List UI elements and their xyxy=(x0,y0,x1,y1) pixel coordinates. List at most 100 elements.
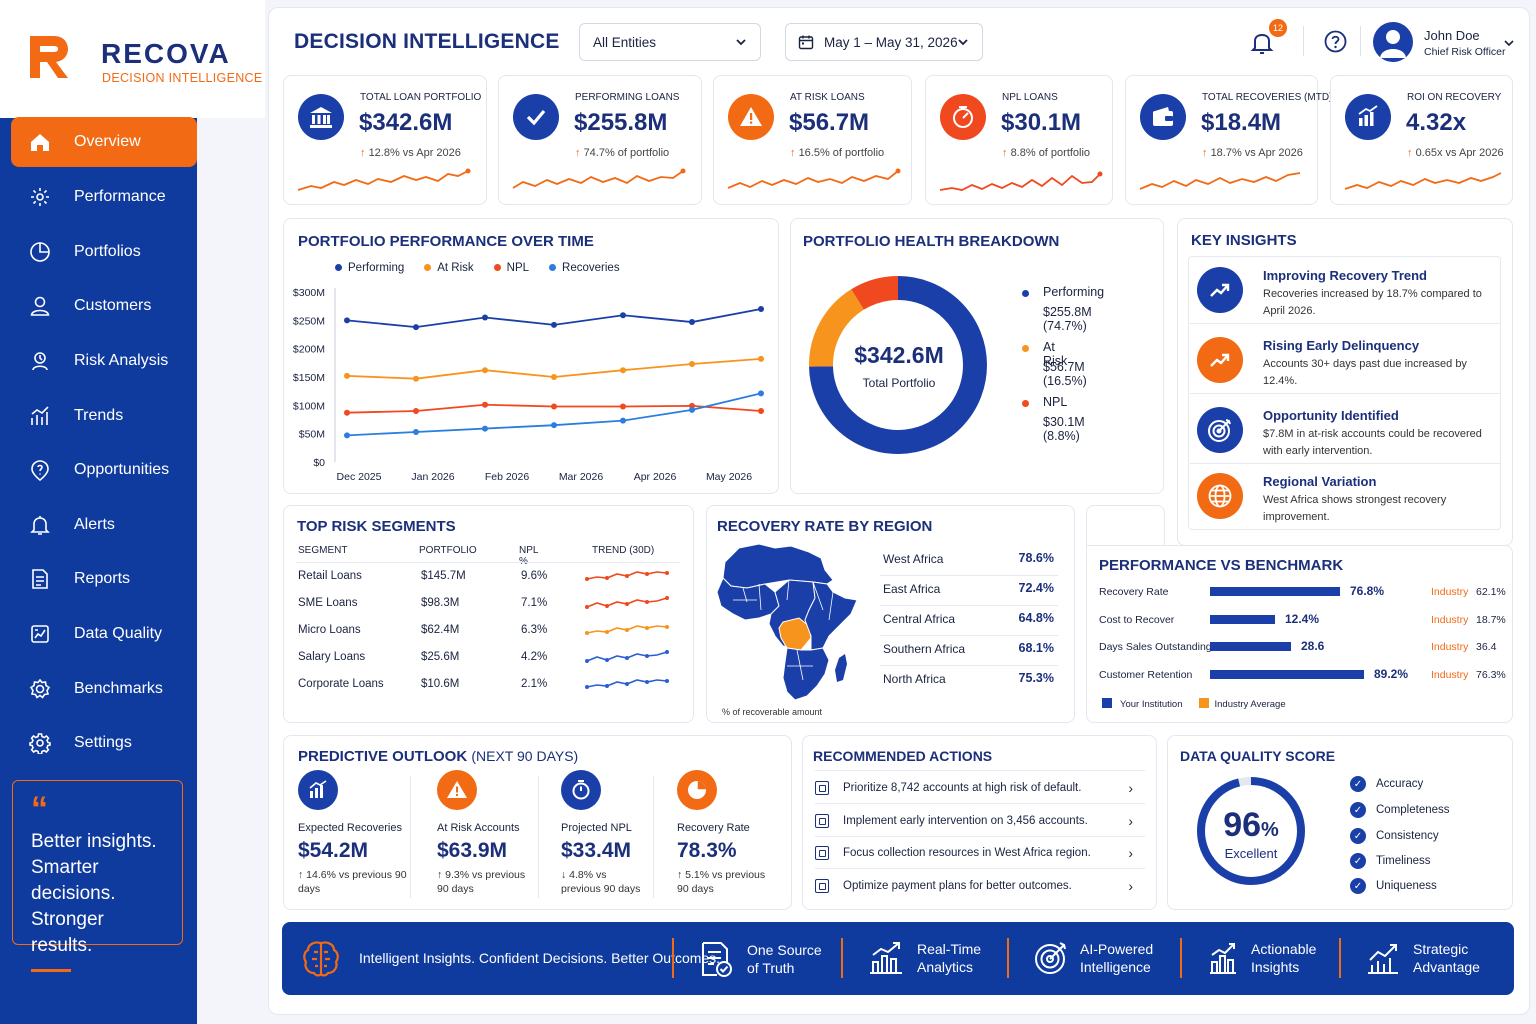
sidebar-item-benchmarks[interactable]: Benchmarks xyxy=(0,661,197,716)
region-row[interactable]: Central Africa 64.8% xyxy=(880,610,1058,636)
benchmark-value: 12.4% xyxy=(1285,611,1320,626)
predictive-label: Expected Recoveries xyxy=(298,822,402,834)
sidebar-item-settings[interactable]: Settings xyxy=(0,716,197,771)
region-row[interactable]: West Africa 78.6% xyxy=(880,550,1058,576)
action-item[interactable]: Optimize payment plans for better outcom… xyxy=(815,870,1145,902)
table-row[interactable]: Salary Loans $25.6M 4.2% xyxy=(298,650,678,671)
entity-select[interactable]: All Entities xyxy=(579,23,761,61)
notifications-button[interactable]: 12 xyxy=(1250,19,1287,55)
chevron-down-icon[interactable] xyxy=(1503,37,1515,49)
up-arrow-icon: ↑ xyxy=(575,147,581,159)
action-item[interactable]: Focus collection resources in West Afric… xyxy=(815,837,1145,869)
ai-target-icon xyxy=(1035,942,1066,974)
avatar[interactable] xyxy=(1373,22,1413,62)
divider xyxy=(1360,26,1361,56)
feature-line: One Source xyxy=(747,942,822,958)
warning-icon xyxy=(728,94,774,140)
up-arrow-icon: ↑ xyxy=(1002,147,1008,159)
chevron-right-icon: › xyxy=(1128,878,1133,894)
legend-label: At Risk xyxy=(437,262,474,274)
quality-score-unit: % xyxy=(1261,819,1279,841)
page-title: DECISION INTELLIGENCE xyxy=(294,30,560,53)
kpi-card-total-loan-portfolio[interactable]: TOTAL LOAN PORTFOLIO $342.6M ↑ 12.8% vs … xyxy=(283,75,487,205)
gauge-icon xyxy=(940,94,986,140)
table-row[interactable]: Corporate Loans $10.6M 2.1% xyxy=(298,678,678,698)
region-value: 64.8% xyxy=(1018,611,1054,625)
data-point xyxy=(551,403,557,410)
kpi-sparkline xyxy=(939,171,1103,191)
top-risk-segments-card xyxy=(283,505,694,723)
sidebar-item-portfolios[interactable]: Portfolios xyxy=(0,225,197,280)
date-range-select[interactable]: May 1 – May 31, 2026 xyxy=(785,23,983,61)
predictive-change: ↓ 4.8% vs previous 90 days xyxy=(561,869,641,895)
sidebar-item-data-quality[interactable]: Data Quality xyxy=(0,607,197,662)
trend-sparkline xyxy=(585,650,669,663)
brain-icon xyxy=(303,941,339,977)
segment-portfolio: $62.4M xyxy=(421,624,460,636)
region-row[interactable]: North Africa 75.3% xyxy=(880,670,1058,696)
report-icon xyxy=(28,567,52,591)
footer-feature: Real-Time Analytics xyxy=(867,940,981,976)
kpi-card-total-recoveries[interactable]: TOTAL RECOVERIES (MTD) $18.4M ↑ 18.7% vs… xyxy=(1125,75,1332,205)
sparkline-point xyxy=(585,659,589,663)
sparkline-point xyxy=(645,572,649,576)
table-row[interactable]: SME Loans $98.3M 7.1% xyxy=(298,596,678,617)
segment-portfolio: $25.6M xyxy=(421,651,460,663)
kpi-change: 12.8% vs Apr 2026 xyxy=(368,147,461,159)
action-item[interactable]: Prioritize 8,742 accounts at high risk o… xyxy=(815,772,1145,804)
sidebar-item-overview[interactable]: Overview xyxy=(11,117,197,167)
benchmark-name: Recovery Rate xyxy=(1099,586,1169,598)
help-icon[interactable] xyxy=(1324,30,1347,53)
map-region-east-africa xyxy=(804,581,858,651)
kpi-card-performing-loans[interactable]: PERFORMING LOANS $255.8M ↑ 74.7% of port… xyxy=(498,75,702,205)
kpi-sparkline xyxy=(512,168,686,189)
sparkline-point xyxy=(605,630,609,634)
action-item[interactable]: Implement early intervention on 3,456 ac… xyxy=(815,805,1145,837)
map-region-north-africa xyxy=(722,543,834,589)
section-title: PORTFOLIO PERFORMANCE OVER TIME xyxy=(298,233,594,250)
chevron-right-icon: › xyxy=(1128,812,1133,829)
insight-item[interactable]: Opportunity Identified $7.8M in at-risk … xyxy=(1190,398,1500,464)
benchmark-name: Customer Retention xyxy=(1099,668,1193,681)
kpi-change: 16.5% of portfolio xyxy=(798,147,885,159)
footer-feature: Strategic Advantage xyxy=(1365,940,1480,976)
kpi-label: TOTAL LOAN PORTFOLIO xyxy=(360,92,482,103)
region-row[interactable]: East Africa 72.4% xyxy=(880,580,1058,606)
segment-portfolio: $10.6M xyxy=(421,678,460,690)
benchmark-card xyxy=(1086,545,1513,723)
kpi-card-roi-on-recovery[interactable]: ROI ON RECOVERY 4.32x ↑ 0.65x vs Apr 202… xyxy=(1330,75,1513,205)
stopwatch-icon xyxy=(561,770,601,810)
region-name: Southern Africa xyxy=(883,642,966,656)
region-row[interactable]: Southern Africa 68.1% xyxy=(880,640,1058,666)
section-title: RECOVERY RATE BY REGION xyxy=(717,518,933,535)
insight-item[interactable]: Improving Recovery Trend Recoveries incr… xyxy=(1190,258,1500,324)
insight-desc: $7.8M in at-risk accounts could be recov… xyxy=(1263,428,1482,457)
benchmark-bar xyxy=(1210,614,1275,624)
divider xyxy=(538,776,539,898)
sidebar-item-alerts[interactable]: Alerts xyxy=(0,498,197,553)
user-name[interactable]: John Doe xyxy=(1424,28,1480,43)
legend-label: Performing xyxy=(348,262,405,274)
analytics-icon xyxy=(870,942,902,974)
insight-item[interactable]: Rising Early Delinquency Accounts 30+ da… xyxy=(1190,328,1500,394)
insight-item[interactable]: Regional Variation West Africa shows str… xyxy=(1190,464,1500,530)
table-row[interactable]: Retail Loans $145.7M 9.6% xyxy=(298,570,678,590)
divider xyxy=(672,938,674,978)
kpi-card-npl-loans[interactable]: NPL LOANS $30.1M ↑ 8.8% of portfolio xyxy=(925,75,1113,205)
insight-desc: West Africa shows strongest recovery imp… xyxy=(1263,494,1447,523)
sidebar-item-reports[interactable]: Reports xyxy=(0,552,197,607)
table-row[interactable]: Micro Loans $62.4M 6.3% xyxy=(298,624,678,644)
sidebar-item-customers[interactable]: Customers xyxy=(0,279,197,334)
sidebar-item-trends[interactable]: Trends xyxy=(0,388,197,443)
insights-icon xyxy=(1210,943,1236,974)
predictive-value: 78.3% xyxy=(677,839,737,862)
region-value: 72.4% xyxy=(1018,581,1054,595)
y-tick-label: $100M xyxy=(293,400,325,412)
kpi-card-at-risk-loans[interactable]: AT RISK LOANS $56.7M ↑ 16.5% of portfoli… xyxy=(713,75,912,205)
sidebar-item-risk-analysis[interactable]: Risk Analysis xyxy=(0,334,197,389)
insight-title: Improving Recovery Trend xyxy=(1263,268,1427,283)
sidebar-item-performance[interactable]: Performance xyxy=(0,170,197,225)
segment-name: Salary Loans xyxy=(298,651,366,663)
sidebar-item-opportunities[interactable]: Opportunities xyxy=(0,443,197,498)
sparkline-point xyxy=(645,626,649,630)
